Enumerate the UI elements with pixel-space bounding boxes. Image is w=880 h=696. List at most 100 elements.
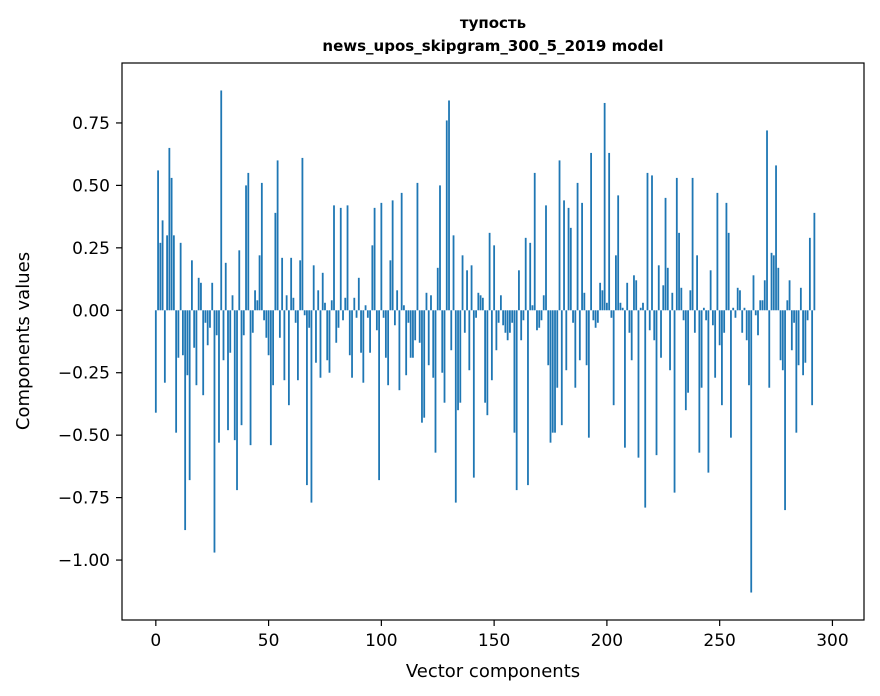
bar	[804, 310, 807, 363]
bar	[621, 307, 624, 311]
x-tick-label: 200	[591, 631, 623, 651]
bar	[646, 172, 649, 311]
bar	[615, 255, 617, 311]
bar	[664, 197, 667, 311]
bar	[380, 202, 383, 311]
bar	[373, 207, 376, 311]
bar	[353, 297, 356, 311]
bar	[554, 310, 556, 433]
bar	[472, 310, 475, 478]
bar	[538, 310, 541, 328]
bar	[236, 310, 238, 491]
bar	[499, 295, 502, 311]
bar	[671, 292, 674, 311]
bar	[297, 310, 299, 381]
bar	[333, 205, 335, 311]
bar	[441, 310, 444, 373]
x-tick-label: 250	[703, 631, 735, 651]
bar	[813, 212, 816, 311]
bar	[811, 310, 814, 406]
bar	[175, 310, 178, 433]
bar	[515, 310, 518, 491]
bar	[637, 310, 640, 458]
bar	[163, 310, 166, 383]
bar	[240, 310, 243, 426]
x-tick-label: 50	[258, 631, 280, 651]
bar	[605, 302, 608, 311]
bar	[400, 192, 403, 311]
bar	[578, 310, 581, 361]
y-tick-label: −0.25	[58, 364, 110, 384]
bar	[536, 310, 538, 331]
bar	[294, 310, 297, 323]
bar	[407, 310, 410, 323]
bar	[206, 310, 209, 346]
y-tick-label: 0.00	[72, 301, 110, 321]
bar	[743, 307, 746, 311]
bar	[669, 310, 671, 371]
bar	[551, 310, 554, 433]
bar	[346, 205, 349, 311]
bar	[565, 310, 568, 371]
bar	[635, 280, 638, 311]
bar	[693, 310, 696, 333]
bar	[209, 310, 211, 328]
x-axis: 0 50 100 150 200 250 300	[150, 620, 849, 651]
bar	[574, 310, 577, 388]
bar	[412, 310, 414, 358]
bar	[303, 310, 306, 316]
bar	[786, 300, 789, 311]
bar	[197, 277, 200, 311]
bar	[642, 302, 644, 311]
bar	[678, 232, 680, 311]
bar	[161, 220, 164, 311]
bar	[348, 310, 351, 356]
bar	[524, 237, 527, 311]
bars-group	[154, 90, 816, 593]
bar	[705, 310, 708, 321]
bar	[166, 235, 168, 311]
bar	[452, 235, 455, 311]
bar	[612, 310, 615, 406]
bar	[723, 310, 726, 333]
bar	[698, 310, 701, 453]
bar	[608, 152, 611, 311]
bar	[721, 310, 723, 406]
bar	[186, 310, 189, 376]
bar	[779, 310, 782, 361]
bar	[308, 310, 311, 328]
bar	[488, 232, 491, 311]
bar	[222, 310, 225, 361]
bar	[730, 310, 732, 438]
bar	[772, 255, 775, 311]
bar	[655, 310, 658, 456]
bar	[748, 310, 750, 386]
bar	[154, 310, 157, 413]
bar	[766, 130, 768, 311]
bar	[687, 310, 689, 393]
bar	[619, 302, 622, 311]
bar	[310, 310, 313, 503]
bar	[788, 280, 791, 311]
x-axis-label: Vector components	[406, 661, 580, 682]
y-tick-label: −0.75	[58, 489, 110, 509]
bar	[434, 310, 437, 453]
x-tick-label: 150	[478, 631, 510, 651]
chart-title: тупость	[460, 14, 526, 32]
bar	[752, 275, 755, 311]
bar	[457, 310, 459, 411]
x-tick-label: 100	[365, 631, 397, 651]
bar	[644, 310, 647, 508]
bar	[321, 272, 324, 311]
bar	[624, 310, 626, 448]
bar	[745, 310, 748, 341]
bar	[585, 310, 588, 366]
bar	[409, 310, 412, 358]
bar	[238, 250, 241, 311]
bar	[425, 292, 428, 311]
bar	[193, 310, 196, 348]
bar	[784, 310, 786, 511]
bar	[454, 310, 457, 503]
bar	[633, 275, 635, 311]
